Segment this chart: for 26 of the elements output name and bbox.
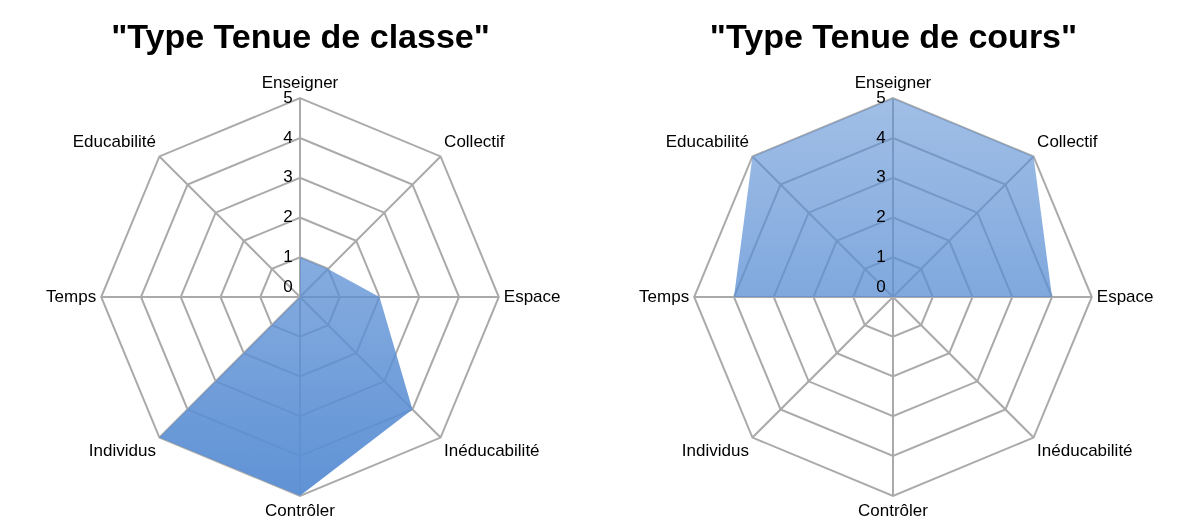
y-tick-label: 1 (283, 246, 293, 266)
y-tick-label: 2 (283, 207, 293, 227)
spoke-label: Contrôler (858, 500, 929, 520)
spoke-label: Educabilité (665, 132, 749, 152)
spoke-label: Espace (1096, 286, 1154, 306)
spoke-label: Collectif (444, 132, 505, 152)
y-tick-label: 4 (283, 127, 293, 147)
spoke-label: Contrôler (265, 500, 336, 520)
chart-title: "Type Tenue de cours" (709, 16, 1078, 55)
y-tick-label: 0 (876, 276, 886, 296)
y-tick-label: 1 (876, 246, 886, 266)
spoke-label: Temps (639, 286, 690, 306)
spoke-label: Collectif (1037, 132, 1098, 152)
y-tick-label: 2 (876, 207, 886, 227)
spoke-label: Educabilité (72, 132, 156, 152)
chart-title: "Type Tenue de classe" (111, 16, 490, 55)
spoke-label: Individus (88, 441, 156, 460)
y-tick-label: 3 (283, 167, 293, 187)
spoke-label: Temps (46, 286, 97, 306)
spoke-label: Individus (681, 441, 749, 460)
spoke-label: Espace (503, 286, 561, 306)
spoke-label: Inéducabilité (444, 441, 540, 460)
y-tick-label: 4 (876, 127, 886, 147)
y-tick-label: 0 (283, 276, 293, 296)
y-tick-label: 3 (876, 167, 886, 187)
spoke-label: Inéducabilité (1037, 441, 1133, 460)
